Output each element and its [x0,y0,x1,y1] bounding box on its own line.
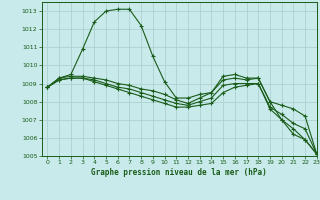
X-axis label: Graphe pression niveau de la mer (hPa): Graphe pression niveau de la mer (hPa) [91,168,267,177]
